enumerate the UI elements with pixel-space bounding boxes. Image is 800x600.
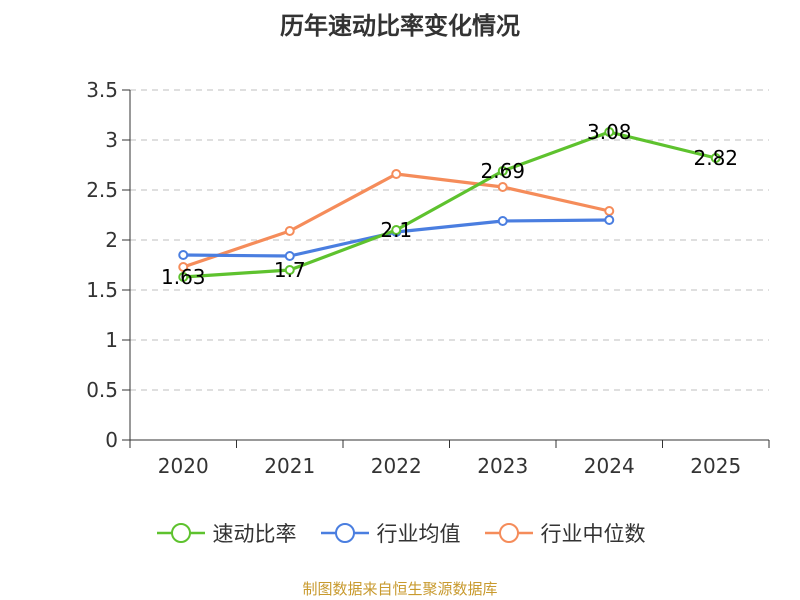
grid-lines — [130, 89, 769, 391]
legend-label: 行业中位数 — [540, 522, 646, 546]
data-label: 2.1 — [380, 218, 412, 242]
series-lines — [178, 127, 721, 282]
legend-label: 速动比率 — [212, 522, 297, 546]
data-point — [284, 265, 295, 275]
y-tick-label: 2 — [105, 228, 118, 252]
data-point — [604, 215, 615, 225]
x-tick-label: 2020 — [158, 454, 209, 478]
data-point — [497, 216, 508, 226]
data-point — [391, 225, 402, 235]
y-tick-label: 2.5 — [86, 178, 118, 202]
legend: 速动比率 行业均值 行业中位数 — [0, 518, 800, 548]
data-point — [391, 169, 402, 179]
x-tick-label: 2021 — [264, 454, 315, 478]
data-point — [604, 127, 615, 137]
data-point — [178, 272, 189, 282]
source-note: 制图数据来自恒生聚源数据库 — [302, 580, 498, 598]
data-label: 2.82 — [693, 146, 738, 170]
legend-swatch-icon — [156, 523, 205, 543]
data-label: 2.69 — [480, 159, 525, 183]
y-tick-label: 0.5 — [86, 378, 118, 402]
data-point — [497, 166, 508, 176]
y-tick-label: 3 — [105, 128, 118, 152]
legend-label: 行业均值 — [376, 522, 461, 546]
y-tick-label: 1.5 — [86, 278, 118, 302]
data-point — [284, 251, 295, 261]
legend-item[interactable]: 速动比率 — [155, 518, 297, 548]
data-label: 1.7 — [274, 258, 306, 282]
legend-swatch-icon — [484, 523, 533, 543]
x-tick-label: 2024 — [584, 454, 635, 478]
y-tick-label: 0 — [105, 428, 118, 452]
data-point — [284, 226, 295, 236]
y-tick-label: 1 — [105, 328, 118, 352]
data-label: 3.08 — [587, 120, 632, 144]
chart-title: 历年速动比率变化情况 — [280, 12, 520, 40]
y-tick-label: 3.5 — [86, 78, 118, 102]
data-point — [604, 206, 615, 216]
x-tick-label: 2025 — [690, 454, 741, 478]
legend-swatch-icon — [320, 523, 369, 543]
data-labels: 1.63 1.7 2.1 2.69 3.08 2.82 — [161, 120, 738, 289]
x-tick-label: 2023 — [477, 454, 528, 478]
data-point — [178, 250, 189, 260]
legend-item[interactable]: 行业中位数 — [483, 518, 646, 548]
axes: 0 0.5 1 1.5 2 2.5 3 3.5 2020 2021 2022 2023 2024 2025 — [86, 78, 770, 478]
x-tick-label: 2022 — [371, 454, 422, 478]
data-point — [710, 153, 721, 163]
data-point — [178, 262, 189, 272]
series-line — [183, 130, 717, 279]
data-point — [497, 182, 508, 192]
legend-item[interactable]: 行业均值 — [319, 518, 461, 548]
data-label: 1.63 — [161, 265, 206, 289]
